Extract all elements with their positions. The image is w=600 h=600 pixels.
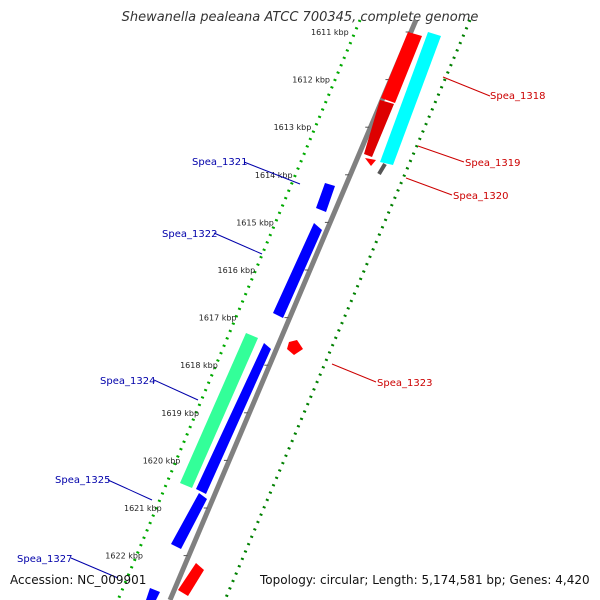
leader-spea-1320 <box>405 177 453 196</box>
label-spea-1322[interactable]: Spea_1322 <box>162 229 217 240</box>
leader-spea-1322 <box>213 232 263 255</box>
map-title: Shewanella pealeana ATCC 700345, complet… <box>121 10 479 25</box>
gene-spea-1318[interactable] <box>381 32 422 103</box>
tick-label: 1619 kbp <box>161 409 199 418</box>
label-spea-1324[interactable]: Spea_1324 <box>100 376 155 387</box>
tick-label: 1621 kbp <box>124 504 162 513</box>
leader-spea-1321 <box>243 161 301 185</box>
tick-label: 1622 kbp <box>105 552 143 561</box>
leader-spea-1324 <box>153 379 199 401</box>
leader-spea-1323 <box>331 363 377 383</box>
genome-summary: Topology: circular; Length: 5,174,581 bp… <box>260 573 590 587</box>
tick-label: 1613 kbp <box>274 123 312 132</box>
gene-spea-1319[interactable] <box>380 32 441 165</box>
label-spea-1319[interactable]: Spea_1319 <box>465 158 520 169</box>
label-spea-1321[interactable]: Spea_1321 <box>192 157 247 168</box>
label-spea-1320[interactable]: Spea_1320 <box>453 191 508 202</box>
outer-dotted-track <box>116 19 362 600</box>
gene-spea-1325[interactable] <box>171 493 207 549</box>
gene-spea-1321[interactable] <box>316 183 335 212</box>
tick-label: 1612 kbp <box>292 76 330 85</box>
leader-spea-1318 <box>442 76 491 97</box>
backbone-highlight <box>377 162 387 176</box>
leader-lines <box>70 76 491 579</box>
gene-labels: Spea_1318 Spea_1319 Spea_1320 Spea_1321 … <box>17 91 545 565</box>
gene-spea-1318-part[interactable] <box>364 100 394 157</box>
inner-dotted-track <box>223 19 472 600</box>
tick-label: 1617 kbp <box>199 314 237 323</box>
tick-label: 1611 kbp <box>311 28 349 37</box>
leader-spea-1319 <box>417 145 465 163</box>
gene-spea-1324-neighbor[interactable] <box>196 343 271 494</box>
genome-backbone <box>167 19 419 600</box>
tick-label: 1615 kbp <box>236 218 274 227</box>
tick-label: 1616 kbp <box>218 266 256 275</box>
leader-spea-1327 <box>70 557 119 579</box>
gene-spea-1320[interactable] <box>365 158 376 166</box>
accession-text: Accession: NC_009901 <box>10 573 147 587</box>
tick-label: 1618 kbp <box>180 361 218 370</box>
tick-label: 1620 kbp <box>143 456 181 465</box>
gene-red-bottom[interactable] <box>178 563 204 596</box>
label-spea-1327[interactable]: Spea_1327 <box>17 554 72 565</box>
gene-spea-1323[interactable] <box>287 340 303 355</box>
features <box>146 32 441 600</box>
label-spea-1323[interactable]: Spea_1323 <box>377 378 432 389</box>
leader-spea-1325 <box>107 479 153 501</box>
gene-spea-1322[interactable] <box>273 223 322 318</box>
label-spea-1318[interactable]: Spea_1318 <box>490 91 545 102</box>
label-spea-1325[interactable]: Spea_1325 <box>55 475 110 486</box>
gene-spea-1327[interactable] <box>146 588 160 600</box>
tick-label: 1614 kbp <box>255 171 293 180</box>
gene-spea-1324[interactable] <box>180 333 258 488</box>
